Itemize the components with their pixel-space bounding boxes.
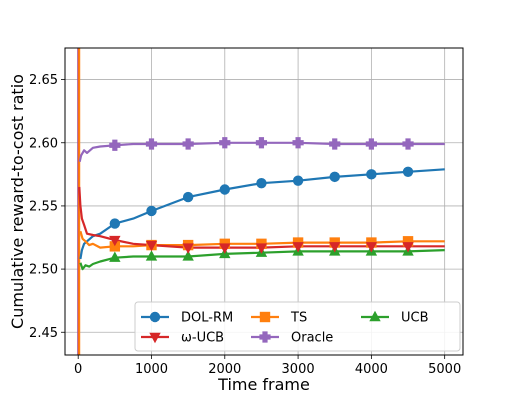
plot-frame — [64, 47, 464, 356]
dol-rm-point — [402, 166, 414, 178]
y-axis-ticks: 2.45 2.50 2.55 2.60 2.65 — [29, 73, 65, 341]
-ucb-point — [182, 243, 194, 254]
dol-rm-point — [329, 171, 340, 183]
oracle-point — [145, 138, 158, 150]
-ucb-point — [402, 242, 414, 253]
legend-marker-dol-rm — [149, 311, 161, 323]
legend-label-ts: TS — [290, 311, 307, 326]
x-tick-label: 0 — [74, 362, 82, 377]
ucb-point — [109, 251, 121, 262]
-ucb-line — [78, 186, 445, 249]
legend-marker-oracle — [259, 331, 271, 343]
dol-rm-point — [292, 175, 304, 186]
dol-rm-point — [366, 169, 377, 180]
-ucb-point — [292, 242, 304, 253]
x-axis-ticks: 0 1000 2000 3000 4000 5000 — [74, 355, 461, 377]
dol-rm-point — [219, 184, 230, 195]
-ucb-point — [109, 235, 121, 247]
-ucb-point — [255, 243, 268, 254]
dol-rm-point — [256, 177, 267, 189]
y-tick-label: 2.45 — [29, 326, 58, 341]
legend-label-dol-rm: DOL-RM — [181, 311, 233, 326]
-ucb-point — [329, 242, 341, 253]
y-tick-label: 2.60 — [29, 136, 58, 151]
ts-point — [109, 241, 121, 252]
legend: DOL-RM TS UCB ω-UCB Oracle — [134, 301, 461, 352]
oracle-point — [182, 138, 194, 150]
x-tick-label: 2000 — [208, 362, 241, 377]
-ucb-point — [365, 242, 378, 253]
oracle-point — [329, 138, 341, 150]
x-axis-label: Time frame — [217, 375, 310, 394]
oracle-point — [292, 137, 304, 149]
oracle-point — [402, 138, 414, 150]
legend-marker-ucb — [369, 310, 381, 322]
ucb-point — [145, 250, 158, 261]
x-tick-label: 5000 — [428, 362, 461, 377]
legend-marker--ucb — [149, 332, 161, 344]
ts-point — [402, 236, 414, 247]
series-markers — [109, 137, 414, 262]
dol-rm-point — [109, 218, 121, 229]
x-tick-label: 1000 — [135, 362, 168, 377]
legend-label--ucb: ω-UCB — [181, 331, 224, 346]
oracle-point — [255, 137, 268, 149]
y-tick-label: 2.65 — [29, 73, 58, 88]
y-tick-label: 2.50 — [29, 263, 58, 278]
legend-marker-ts — [259, 311, 271, 323]
legend-label-oracle: Oracle — [291, 331, 333, 346]
grid — [65, 48, 463, 355]
oracle-point — [109, 139, 121, 151]
oracle-point — [219, 137, 231, 149]
-ucb-point — [145, 240, 158, 252]
legend-label-ucb: UCB — [401, 311, 429, 326]
y-axis-label: Cumulative reward-to-cost ratio — [8, 74, 27, 329]
ucb-point — [182, 250, 194, 261]
x-tick-label: 4000 — [355, 362, 388, 377]
dol-rm-point — [182, 191, 194, 203]
-ucb-point — [219, 243, 231, 254]
oracle-point — [365, 138, 377, 150]
x-tick-label: 3000 — [282, 362, 315, 377]
dol-rm-point — [146, 205, 157, 217]
y-tick-label: 2.55 — [29, 199, 58, 214]
legend-box — [134, 301, 461, 352]
